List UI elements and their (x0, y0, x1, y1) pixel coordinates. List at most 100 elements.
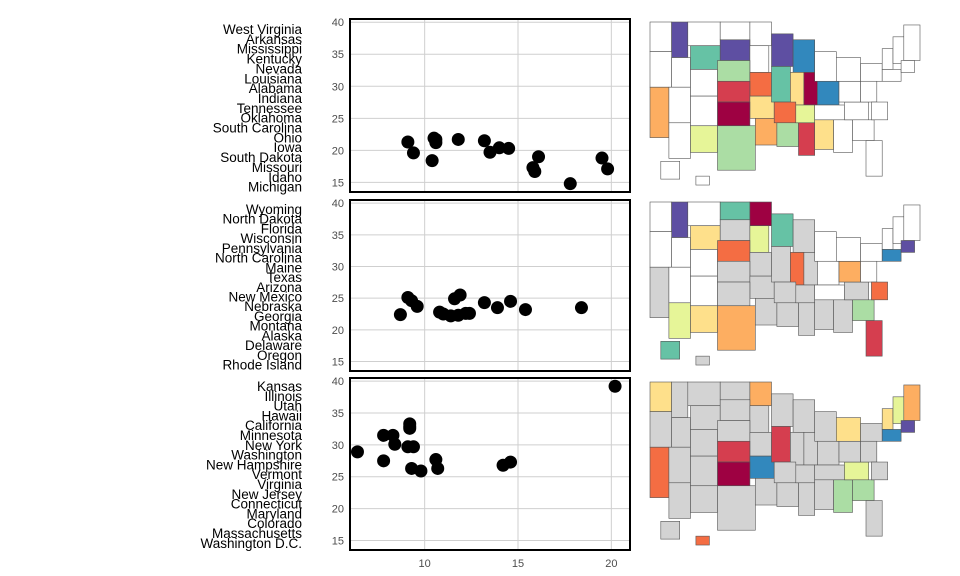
state-shape (687, 381, 721, 407)
state-label: Hawaii (261, 408, 302, 423)
state-label: Montana (249, 319, 302, 334)
state-label: Oklahoma (240, 111, 302, 126)
state-shape (749, 405, 770, 433)
state-label: Missouri (252, 160, 302, 175)
state-label: Maryland (246, 506, 302, 521)
state-shape (838, 440, 861, 463)
state-shape (649, 446, 670, 498)
state-label: Kansas (257, 379, 302, 394)
state-shape (844, 281, 870, 301)
state-label: Idaho (268, 170, 302, 185)
y-tick-label: 25 (332, 472, 344, 484)
scatter-panel-top: 15 20 25 30 35 40 (332, 17, 631, 193)
state-shape (749, 225, 770, 253)
state-label: New Hampshire (206, 457, 302, 472)
y-tick-label: 20 (332, 325, 344, 337)
state-shape (668, 446, 691, 484)
state-shape (749, 95, 775, 119)
state-shape (792, 219, 815, 253)
data-point (532, 150, 546, 164)
state-shape (754, 478, 778, 506)
x-tick-label: 20 (605, 558, 617, 570)
state-shape (900, 420, 915, 433)
state-label: Nevada (255, 61, 302, 76)
data-point (401, 135, 415, 149)
state-shape (817, 260, 840, 286)
state-shape (719, 21, 751, 41)
data-point (462, 306, 476, 320)
panel-frame (349, 18, 631, 193)
state-label: Massachusetts (212, 526, 302, 541)
state-shape (660, 341, 680, 360)
state-shape (790, 432, 805, 466)
state-shape (773, 461, 797, 484)
state-shape (749, 21, 772, 47)
state-label: Wisconsin (240, 231, 302, 246)
state-label: Louisiana (244, 71, 302, 86)
data-point (429, 136, 443, 150)
state-shape (892, 396, 905, 424)
state-label: North Dakota (222, 212, 302, 227)
state-shape (754, 298, 778, 326)
data-point (477, 134, 491, 148)
data-point (377, 428, 391, 442)
state-shape (771, 66, 791, 103)
data-point (601, 162, 615, 176)
y-tick-label: 20 (332, 504, 344, 516)
state-shape (865, 320, 883, 357)
state-shape (860, 260, 878, 283)
state-shape (881, 69, 902, 82)
state-shape (795, 104, 815, 124)
data-point (393, 308, 407, 322)
state-shape (771, 393, 794, 427)
state-shape (719, 219, 751, 241)
state-shape (717, 240, 751, 262)
panel-frame (349, 199, 631, 372)
data-point (504, 455, 518, 469)
state-shape (798, 302, 816, 336)
y-tick-label: 40 (332, 198, 344, 210)
data-point (453, 288, 467, 302)
x-tick-label: 15 (512, 558, 524, 570)
state-label: Texas (267, 270, 303, 285)
state-shape (892, 36, 905, 64)
y-tick-label: 15 (332, 357, 344, 369)
state-label: Florida (261, 221, 303, 236)
state-shape (903, 384, 921, 421)
state-shape (690, 69, 718, 97)
state-shape (852, 299, 875, 321)
data-point (388, 437, 402, 451)
state-shape (838, 80, 861, 103)
state-label: Rhode Island (222, 358, 302, 373)
state-shape (835, 237, 861, 262)
state-shape (749, 72, 772, 97)
data-point (425, 154, 439, 168)
state-label: Tennessee (237, 101, 302, 116)
y-tick-label: 30 (332, 81, 344, 93)
us-map-middle (649, 201, 921, 366)
state-shape (671, 237, 691, 268)
state-shape (817, 440, 840, 466)
state-shape (749, 252, 772, 277)
state-shape (852, 119, 875, 141)
state-shape (903, 204, 921, 241)
x-tick-label: 10 (419, 558, 431, 570)
state-shape (754, 118, 778, 146)
state-shape (881, 249, 902, 262)
data-point (451, 132, 465, 146)
state-shape (776, 122, 799, 147)
state-label: Ohio (273, 130, 302, 145)
state-label: New Jersey (231, 487, 302, 502)
state-label: Colorado (247, 516, 302, 531)
state-shape (833, 479, 853, 513)
state-shape (668, 302, 691, 339)
state-shape (871, 101, 888, 121)
state-shape (814, 411, 837, 442)
state-label: Virginia (257, 477, 302, 492)
state-shape (881, 408, 894, 430)
state-shape (771, 33, 794, 67)
state-shape (860, 423, 883, 442)
data-point (377, 454, 391, 468)
state-shape (852, 479, 875, 501)
